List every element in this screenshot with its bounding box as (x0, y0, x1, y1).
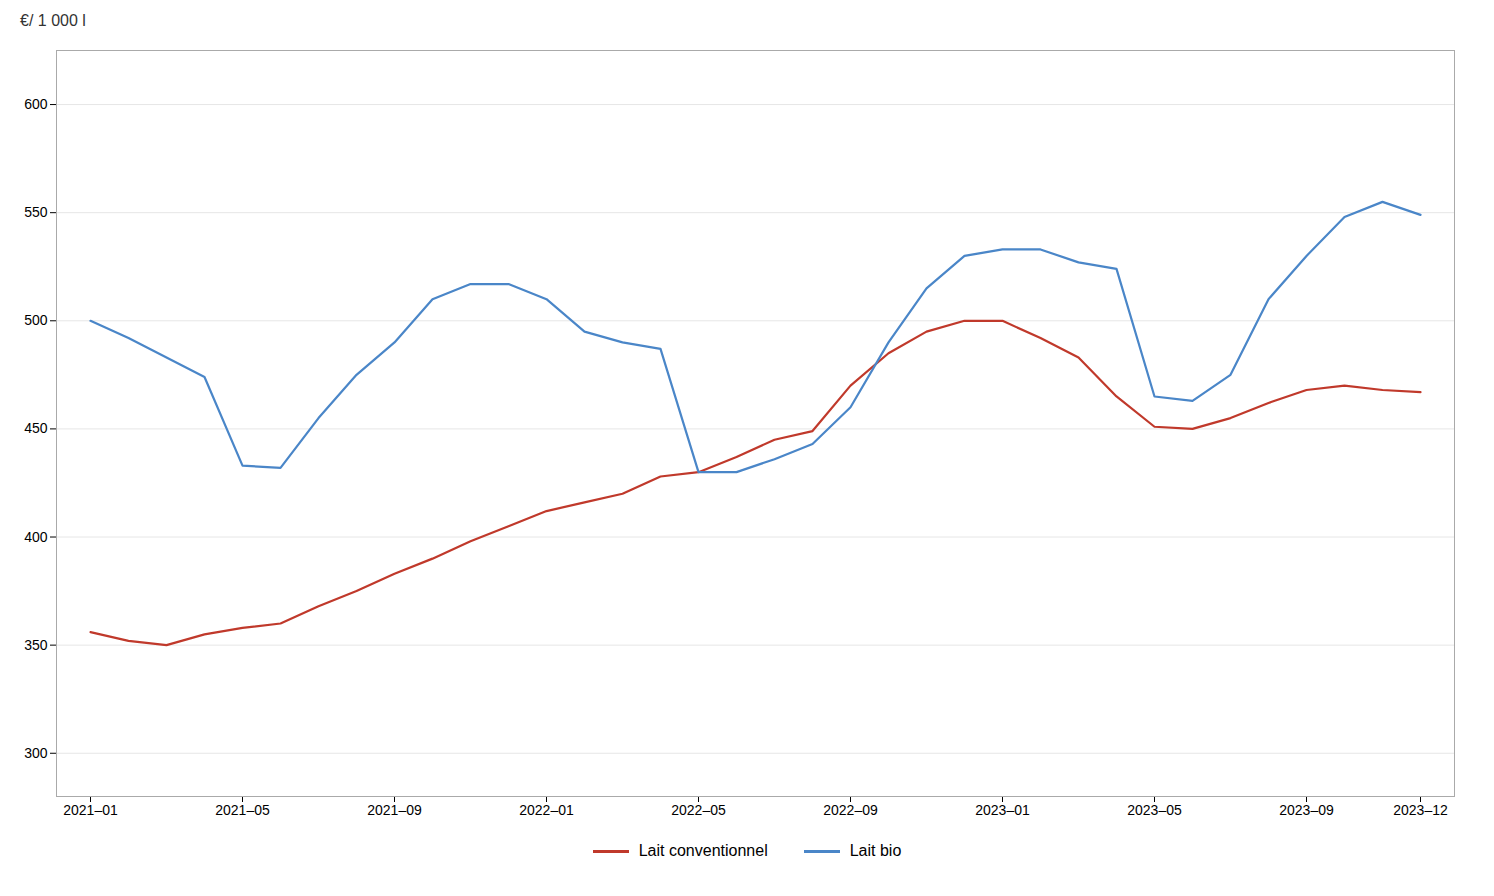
svg-text:2023–09: 2023–09 (1279, 802, 1334, 818)
html-text:Lait bio: Lait bio (849, 842, 902, 859)
svg-text:2021–05: 2021–05 (215, 802, 270, 818)
svg-text:550: 550 (24, 204, 48, 220)
svg-text:2022–05: 2022–05 (671, 802, 726, 818)
svg-text:400: 400 (24, 529, 48, 545)
svg-text:300: 300 (24, 745, 48, 761)
html-text:€/ 1 000 l: €/ 1 000 l (20, 12, 86, 29)
svg-text:350: 350 (24, 637, 48, 653)
svg-text:2021–01: 2021–01 (63, 802, 118, 818)
svg-text:2022–01: 2022–01 (519, 802, 574, 818)
svg-text:2022–09: 2022–09 (823, 802, 878, 818)
svg-text:2021–09: 2021–09 (367, 802, 422, 818)
svg-text:2023–05: 2023–05 (1127, 802, 1182, 818)
svg-text:500: 500 (24, 312, 48, 328)
svg-text:2023–12: 2023–12 (1393, 802, 1448, 818)
svg-text:2023–01: 2023–01 (975, 802, 1030, 818)
svg-text:450: 450 (24, 420, 48, 436)
svg-text:600: 600 (24, 96, 48, 112)
html-text:Lait conventionnel: Lait conventionnel (638, 842, 768, 859)
